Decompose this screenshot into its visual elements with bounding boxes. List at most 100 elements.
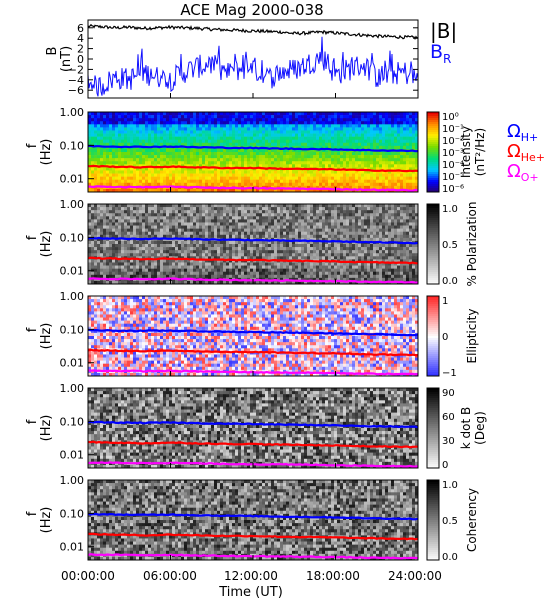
heatmap-cell — [346, 158, 350, 162]
heatmap-cell — [97, 188, 101, 193]
heatmap-cell — [181, 280, 185, 285]
heatmap-cell — [328, 188, 332, 193]
heatmap-cell — [145, 118, 149, 122]
heatmap-cell — [286, 139, 290, 144]
heatmap-cell — [232, 231, 236, 236]
heatmap-cell — [193, 173, 197, 177]
heatmap-cell — [301, 176, 305, 180]
heatmap-cell — [238, 259, 242, 263]
heatmap-cell — [301, 148, 305, 153]
heatmap-cell — [184, 133, 188, 137]
heatmap-cell — [157, 118, 161, 122]
heatmap-cell — [142, 124, 146, 128]
heatmap-cell — [118, 210, 122, 214]
heatmap-cell — [136, 244, 140, 248]
heatmap-cell — [364, 182, 368, 187]
heatmap-cell — [88, 216, 92, 220]
heatmap-cell — [94, 188, 98, 193]
heatmap-cell — [331, 115, 335, 119]
heatmap-cell — [130, 253, 134, 257]
heatmap-cell — [196, 173, 200, 177]
heatmap-cell — [106, 274, 110, 279]
heatmap-cell — [376, 176, 380, 180]
heatmap-cell — [217, 130, 221, 134]
heatmap-cell — [220, 207, 224, 211]
heatmap-cell — [397, 136, 401, 140]
heatmap-cell — [202, 253, 206, 257]
heatmap-cell — [400, 145, 404, 150]
heatmap-cell — [208, 231, 212, 236]
heatmap-cell — [334, 176, 338, 180]
heatmap-cell — [355, 127, 359, 131]
heatmap-cell — [298, 277, 302, 282]
heatmap-cell — [292, 262, 296, 266]
heatmap-cell — [283, 234, 287, 239]
heatmap-cell — [394, 176, 398, 180]
heatmap-cell — [100, 188, 104, 193]
heatmap-cell — [223, 130, 227, 134]
heatmap-cell — [250, 253, 254, 257]
heatmap-cell — [214, 259, 218, 263]
heatmap-cell — [205, 259, 209, 263]
heatmap-cell — [238, 139, 242, 144]
heatmap-cell — [262, 244, 266, 248]
heatmap-cell — [313, 121, 317, 125]
heatmap-cell — [217, 259, 221, 263]
heatmap-cell — [283, 256, 287, 260]
heatmap-cell — [265, 121, 269, 125]
heatmap-cell — [130, 280, 134, 285]
heatmap-cell — [250, 139, 254, 144]
heatmap-cell — [205, 161, 209, 165]
heatmap-cell — [133, 164, 137, 168]
heatmap-cell — [157, 268, 161, 272]
heatmap-cell — [181, 112, 185, 116]
heatmap-cell — [196, 262, 200, 266]
heatmap-cell — [124, 148, 128, 153]
heatmap-cell — [292, 234, 296, 239]
heatmap-cell — [160, 222, 164, 226]
heatmap-cell — [163, 167, 167, 171]
heatmap-cell — [88, 204, 92, 208]
heatmap-cell — [244, 231, 248, 236]
heatmap-cell — [148, 176, 152, 180]
heatmap-cell — [112, 259, 116, 263]
heatmap-cell — [337, 176, 341, 180]
heatmap-cell — [115, 222, 119, 226]
heatmap-cell — [115, 250, 119, 254]
heatmap-cell — [229, 118, 233, 122]
heatmap-cell — [319, 250, 323, 254]
heatmap-cell — [166, 265, 170, 269]
heatmap-cell — [94, 219, 98, 223]
heatmap-cell — [307, 118, 311, 122]
heatmap-cell — [220, 188, 224, 193]
heatmap-cell — [127, 127, 131, 131]
heatmap-cell — [217, 250, 221, 254]
heatmap-cell — [235, 130, 239, 134]
heatmap-cell — [403, 124, 407, 128]
heatmap-cell — [196, 158, 200, 162]
heatmap-cell — [316, 216, 320, 220]
heatmap-cell — [142, 228, 146, 232]
heatmap-cell — [166, 274, 170, 279]
heatmap-cell — [205, 155, 209, 159]
heatmap-cell — [301, 231, 305, 236]
heatmap-cell — [277, 188, 281, 193]
heatmap-cell — [253, 244, 257, 248]
heatmap-cell — [400, 133, 404, 137]
heatmap-cell — [193, 118, 197, 122]
heatmap-cell — [226, 176, 230, 180]
heatmap-cell — [367, 139, 371, 144]
heatmap-cell — [304, 115, 308, 119]
heatmap-cell — [373, 185, 377, 190]
heatmap-cell — [181, 148, 185, 153]
heatmap-cell — [241, 240, 245, 245]
heatmap-cell — [118, 142, 122, 147]
heatmap-cell — [337, 121, 341, 125]
heatmap-cell — [193, 222, 197, 226]
heatmap-cell — [223, 271, 227, 276]
heatmap-cell — [259, 271, 263, 276]
gyro-line-H — [87, 144, 419, 153]
heatmap-cell — [259, 234, 263, 239]
heatmap-cell — [139, 167, 143, 171]
heatmap-cell — [334, 121, 338, 125]
